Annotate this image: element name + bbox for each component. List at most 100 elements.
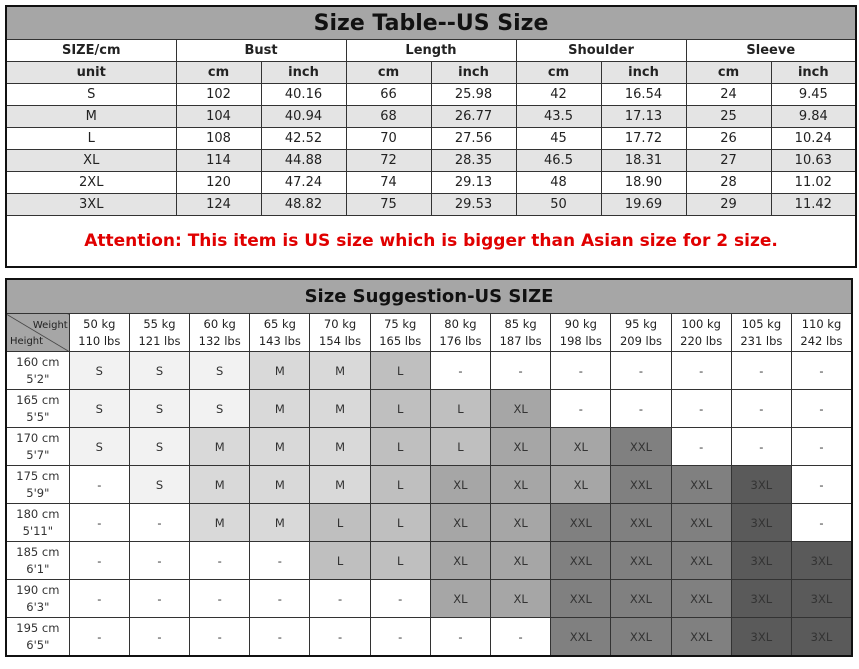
size-cell: 27.56 xyxy=(430,127,517,150)
size-cell: 29.53 xyxy=(430,193,517,216)
suggestion-table-title: Size Suggestion-US SIZE xyxy=(5,278,853,314)
suggested-size-cell: XL xyxy=(550,465,612,504)
height-header: 185 cm 6'1" xyxy=(5,541,70,580)
suggested-size-cell: - xyxy=(369,579,431,618)
weight-header: 90 kg 198 lbs xyxy=(550,313,612,352)
suggested-size-cell: L xyxy=(429,427,492,466)
suggested-size-cell: M xyxy=(249,503,311,542)
weight-header: 70 kg 154 lbs xyxy=(309,313,371,352)
suggested-size-cell: 3XL xyxy=(790,617,853,657)
size-cell: 26 xyxy=(685,127,772,150)
suggested-size-cell: L xyxy=(369,465,431,504)
suggested-size-cell: XXL xyxy=(550,503,612,542)
size-row: S 102 40.16 66 25.98 42 16.54 24 9.45 xyxy=(5,83,857,106)
suggested-size-cell: XXL xyxy=(550,579,612,618)
size-cell: 42 xyxy=(515,83,602,106)
suggested-size-cell: XL xyxy=(490,427,552,466)
size-cell: S xyxy=(5,83,177,106)
size-cell: 46.5 xyxy=(515,149,602,172)
size-cell: 74 xyxy=(345,171,432,194)
size-cell: XL xyxy=(5,149,177,172)
suggested-size-cell: XXL xyxy=(670,503,732,542)
suggested-size-cell: M xyxy=(189,503,251,542)
size-cell: 17.72 xyxy=(600,127,687,150)
suggested-size-cell: L xyxy=(429,389,492,428)
height-row: 165 cm 5'5" S S S M M L L XL - - - - - xyxy=(5,389,853,428)
column-header: Bust xyxy=(175,39,347,62)
suggested-size-cell: - xyxy=(790,351,853,390)
size-cell: 3XL xyxy=(5,193,177,216)
suggested-size-cell: XL xyxy=(550,427,612,466)
size-cell: 18.31 xyxy=(600,149,687,172)
suggested-size-cell: L xyxy=(369,503,431,542)
column-header: Sleeve xyxy=(685,39,857,62)
size-cell: 47.24 xyxy=(260,171,347,194)
suggested-size-cell: - xyxy=(68,617,130,657)
height-header: 160 cm 5'2" xyxy=(5,351,70,390)
weight-header: 65 kg 143 lbs xyxy=(249,313,311,352)
suggested-size-cell: XXL xyxy=(610,617,672,657)
suggested-size-cell: 3XL xyxy=(730,503,792,542)
suggested-size-cell: - xyxy=(610,389,672,428)
suggested-size-cell: XXL xyxy=(670,541,732,580)
suggested-size-cell: - xyxy=(790,427,853,466)
suggested-size-cell: M xyxy=(189,465,251,504)
size-cell: 114 xyxy=(175,149,262,172)
size-row: 3XL 124 48.82 75 29.53 50 19.69 29 11.42 xyxy=(5,193,857,216)
unit-header: inch xyxy=(600,61,687,84)
weight-kg: 90 kg xyxy=(564,316,597,331)
weight-kg: 80 kg xyxy=(444,316,477,331)
suggested-size-cell: - xyxy=(189,579,251,618)
unit-header: cm xyxy=(345,61,432,84)
suggested-size-cell: - xyxy=(128,617,191,657)
weight-lbs: 176 lbs xyxy=(439,333,482,348)
suggested-size-cell: XXL xyxy=(550,617,612,657)
size-cell: 72 xyxy=(345,149,432,172)
suggested-size-cell: L xyxy=(309,541,371,580)
height-cm: 175 cm xyxy=(16,468,60,483)
size-cell: 44.88 xyxy=(260,149,347,172)
suggested-size-cell: M xyxy=(249,351,311,390)
suggested-size-cell: S xyxy=(68,351,130,390)
column-header: Length xyxy=(345,39,517,62)
size-cell: 28 xyxy=(685,171,772,194)
unit-header: inch xyxy=(260,61,347,84)
weight-header: 50 kg 110 lbs xyxy=(68,313,130,352)
suggested-size-cell: 3XL xyxy=(730,465,792,504)
suggested-size-cell: - xyxy=(730,427,792,466)
weight-kg: 70 kg xyxy=(323,316,357,331)
size-cell: 42.52 xyxy=(260,127,347,150)
size-table-title: Size Table--US Size xyxy=(5,5,857,40)
suggested-size-cell: S xyxy=(128,351,191,390)
suggested-size-cell: - xyxy=(730,351,792,390)
suggested-size-cell: XL xyxy=(429,579,492,618)
weight-lbs: 154 lbs xyxy=(319,333,362,348)
suggested-size-cell: - xyxy=(610,351,672,390)
size-cell: 124 xyxy=(175,193,262,216)
height-cm: 160 cm xyxy=(16,354,60,369)
weight-kg: 50 kg xyxy=(83,316,116,331)
height-ft: 6'5" xyxy=(26,637,50,652)
height-row: 195 cm 6'5" - - - - - - - - XXL XXL XXL 3XL 3XL xyxy=(5,617,853,657)
suggested-size-cell: M xyxy=(309,389,371,428)
suggested-size-cell: XXL xyxy=(550,541,612,580)
suggested-size-cell: XXL xyxy=(610,579,672,618)
height-ft: 6'3" xyxy=(26,599,50,614)
suggested-size-cell: M xyxy=(309,427,371,466)
corner-weight-label: Weight xyxy=(32,320,68,331)
suggested-size-cell: M xyxy=(249,427,311,466)
unit-header: cm xyxy=(515,61,602,84)
weight-kg: 85 kg xyxy=(504,316,537,331)
suggested-size-cell: XL xyxy=(429,503,492,542)
weight-kg: 55 kg xyxy=(143,316,176,331)
suggested-size-cell: - xyxy=(249,617,311,657)
size-table-units: unit cm inch cm inch cm inch cm inch xyxy=(5,61,857,84)
height-ft: 5'11" xyxy=(22,523,54,538)
size-cell: 19.69 xyxy=(600,193,687,216)
size-row: XL 114 44.88 72 28.35 46.5 18.31 27 10.63 xyxy=(5,149,857,172)
size-cell: 11.02 xyxy=(770,171,857,194)
suggested-size-cell: - xyxy=(128,503,191,542)
suggested-size-cell: - xyxy=(790,503,853,542)
size-cell: 26.77 xyxy=(430,105,517,128)
suggested-size-cell: - xyxy=(189,541,251,580)
